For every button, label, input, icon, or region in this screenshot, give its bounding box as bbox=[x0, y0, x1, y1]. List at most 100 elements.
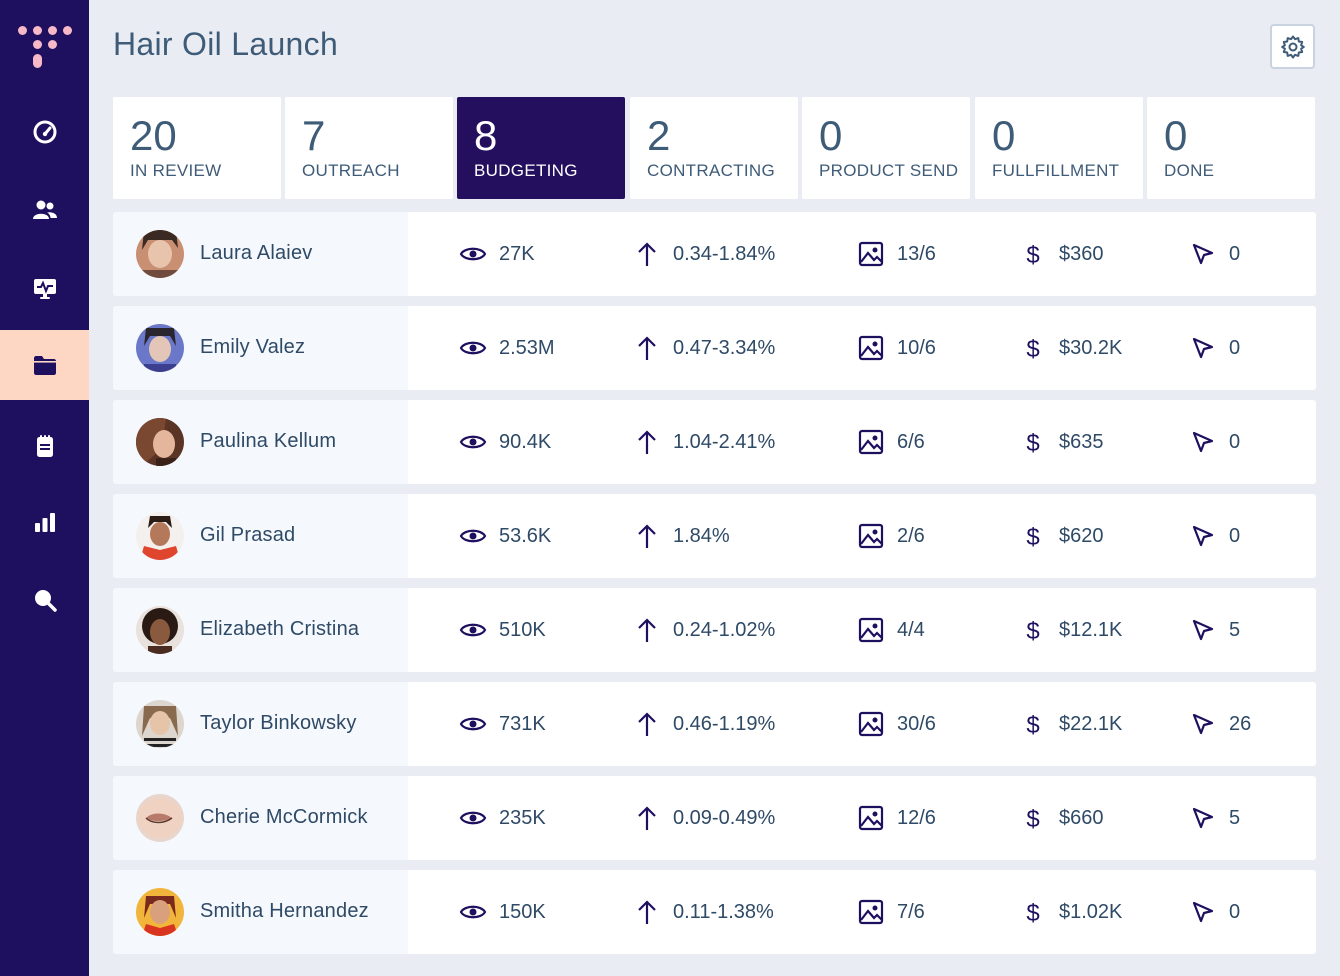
stage-label: PRODUCT SEND bbox=[819, 161, 959, 180]
influencer-row[interactable]: Taylor Binkowsky 731K 0.46-1.19% 30/6 $ … bbox=[113, 682, 1316, 766]
stage-product-send[interactable]: 0 PRODUCT SEND bbox=[802, 97, 970, 199]
influencer-row[interactable]: Smitha Hernandez 150K 0.11-1.38% 7/6 $ $… bbox=[113, 870, 1316, 954]
nav-monitor[interactable] bbox=[0, 253, 89, 323]
engagement-value: 0.47-3.34% bbox=[673, 336, 776, 359]
stage-fulfillment[interactable]: 0 FULLFILLMENT bbox=[975, 97, 1143, 199]
stage-count: 2 bbox=[647, 112, 671, 159]
posts-metric: 10/6 bbox=[857, 334, 936, 362]
engagement-metric: 0.09-0.49% bbox=[633, 804, 775, 832]
cursor-icon bbox=[1192, 901, 1214, 923]
influencer-row[interactable]: Laura Alaiev 27K 0.34-1.84% 13/6 $ $360 … bbox=[113, 212, 1316, 296]
cursor-icon bbox=[1192, 431, 1214, 453]
cursor-icon bbox=[1192, 713, 1214, 735]
stage-label: OUTREACH bbox=[302, 161, 400, 180]
svg-text:$: $ bbox=[1026, 336, 1039, 362]
budget-metric: $ $620 bbox=[1019, 522, 1104, 550]
nav-analytics[interactable] bbox=[0, 487, 89, 557]
stage-contracting[interactable]: 2 CONTRACTING bbox=[630, 97, 798, 199]
stage-outreach[interactable]: 7 OUTREACH bbox=[285, 97, 453, 199]
image-icon bbox=[858, 805, 884, 831]
nav-campaigns[interactable] bbox=[0, 330, 89, 400]
views-metric: 53.6K bbox=[459, 522, 551, 550]
influencer-name: Gil Prasad bbox=[200, 524, 296, 546]
cursor-icon bbox=[1192, 807, 1214, 829]
posts-metric: 13/6 bbox=[857, 240, 936, 268]
influencer-row[interactable]: Elizabeth Cristina 510K 0.24-1.02% 4/4 $… bbox=[113, 588, 1316, 672]
clicks-value: 0 bbox=[1229, 336, 1241, 359]
cursor-icon bbox=[1192, 619, 1214, 641]
influencer-row[interactable]: Emily Valez 2.53M 0.47-3.34% 10/6 $ $30.… bbox=[113, 306, 1316, 390]
stage-label: DONE bbox=[1164, 161, 1215, 180]
budget-value: $1.02K bbox=[1059, 900, 1123, 923]
arrow-up-icon bbox=[638, 806, 656, 830]
search-icon bbox=[34, 590, 57, 612]
svg-text:$: $ bbox=[1026, 900, 1039, 926]
nav-users[interactable] bbox=[0, 175, 89, 245]
views-value: 510K bbox=[499, 618, 546, 641]
settings-button[interactable] bbox=[1270, 24, 1315, 69]
influencer-row[interactable]: Gil Prasad 53.6K 1.84% 2/6 $ $620 0 bbox=[113, 494, 1316, 578]
influencer-name: Smitha Hernandez bbox=[200, 900, 369, 922]
engagement-metric: 1.84% bbox=[633, 522, 730, 550]
engagement-metric: 0.11-1.38% bbox=[633, 898, 774, 926]
posts-value: 10/6 bbox=[897, 336, 936, 359]
engagement-metric: 0.46-1.19% bbox=[633, 710, 775, 738]
avatar bbox=[136, 888, 184, 936]
influencer-name-cell: Cherie McCormick bbox=[113, 776, 408, 860]
influencer-row[interactable]: Cherie McCormick 235K 0.09-0.49% 12/6 $ … bbox=[113, 776, 1316, 860]
image-icon bbox=[858, 335, 884, 361]
influencer-row[interactable]: Paulina Kellum 90.4K 1.04-2.41% 6/6 $ $6… bbox=[113, 400, 1316, 484]
page-title: Hair Oil Launch bbox=[113, 26, 339, 62]
engagement-metric: 0.34-1.84% bbox=[633, 240, 775, 268]
nav-dashboard[interactable] bbox=[0, 97, 89, 167]
folder-icon bbox=[33, 356, 56, 375]
influencer-name-cell: Gil Prasad bbox=[113, 494, 408, 578]
stage-count: 0 bbox=[992, 112, 1016, 159]
engagement-metric: 1.04-2.41% bbox=[633, 428, 775, 456]
budget-value: $620 bbox=[1059, 524, 1104, 547]
stage-budgeting[interactable]: 8 BUDGETING bbox=[457, 97, 625, 199]
engagement-value: 0.11-1.38% bbox=[673, 900, 774, 923]
arrow-up-icon bbox=[638, 618, 656, 642]
engagement-metric: 0.47-3.34% bbox=[633, 334, 775, 362]
views-value: 90.4K bbox=[499, 430, 552, 453]
budget-metric: $ $635 bbox=[1019, 428, 1104, 456]
clicks-metric: 26 bbox=[1189, 710, 1251, 738]
posts-metric: 2/6 bbox=[857, 522, 925, 550]
budget-metric: $ $660 bbox=[1019, 804, 1103, 832]
stage-in-review[interactable]: 20 IN REVIEW bbox=[113, 97, 281, 199]
arrow-up-icon bbox=[638, 242, 656, 266]
monitor-pulse-icon bbox=[33, 279, 56, 299]
engagement-value: 0.24-1.02% bbox=[673, 618, 776, 641]
clicks-metric: 0 bbox=[1189, 522, 1240, 550]
influencer-name-cell: Smitha Hernandez bbox=[113, 870, 408, 954]
avatar bbox=[136, 512, 184, 560]
stage-count: 20 bbox=[130, 112, 177, 159]
brand-logo[interactable] bbox=[18, 26, 72, 72]
clipboard-icon bbox=[36, 435, 53, 457]
budget-metric: $ $1.02K bbox=[1019, 898, 1122, 926]
influencer-name-cell: Laura Alaiev bbox=[113, 212, 408, 296]
pipeline-stages: 20 IN REVIEW 7 OUTREACH 8 BUDGETING 2 CO… bbox=[113, 97, 1316, 199]
views-metric: 731K bbox=[459, 710, 546, 738]
dashboard-gauge-icon bbox=[33, 120, 56, 144]
clicks-value: 0 bbox=[1229, 242, 1241, 265]
gear-icon bbox=[1280, 35, 1305, 58]
cursor-icon bbox=[1192, 337, 1214, 359]
dollar-icon: $ bbox=[1026, 242, 1039, 268]
influencer-name: Taylor Binkowsky bbox=[200, 712, 357, 734]
users-icon bbox=[32, 200, 57, 219]
nav-search[interactable] bbox=[0, 565, 89, 635]
budget-value: $635 bbox=[1059, 430, 1104, 453]
stage-done[interactable]: 0 DONE bbox=[1147, 97, 1315, 199]
eye-icon bbox=[459, 247, 487, 261]
clicks-value: 0 bbox=[1229, 900, 1241, 923]
image-icon bbox=[858, 711, 884, 737]
nav-tasks[interactable] bbox=[0, 411, 89, 481]
clicks-value: 5 bbox=[1229, 806, 1241, 829]
budget-metric: $ $22.1K bbox=[1019, 710, 1122, 738]
clicks-metric: 0 bbox=[1189, 334, 1240, 362]
stage-count: 7 bbox=[302, 112, 326, 159]
views-metric: 510K bbox=[459, 616, 546, 644]
influencer-name: Emily Valez bbox=[200, 336, 306, 358]
